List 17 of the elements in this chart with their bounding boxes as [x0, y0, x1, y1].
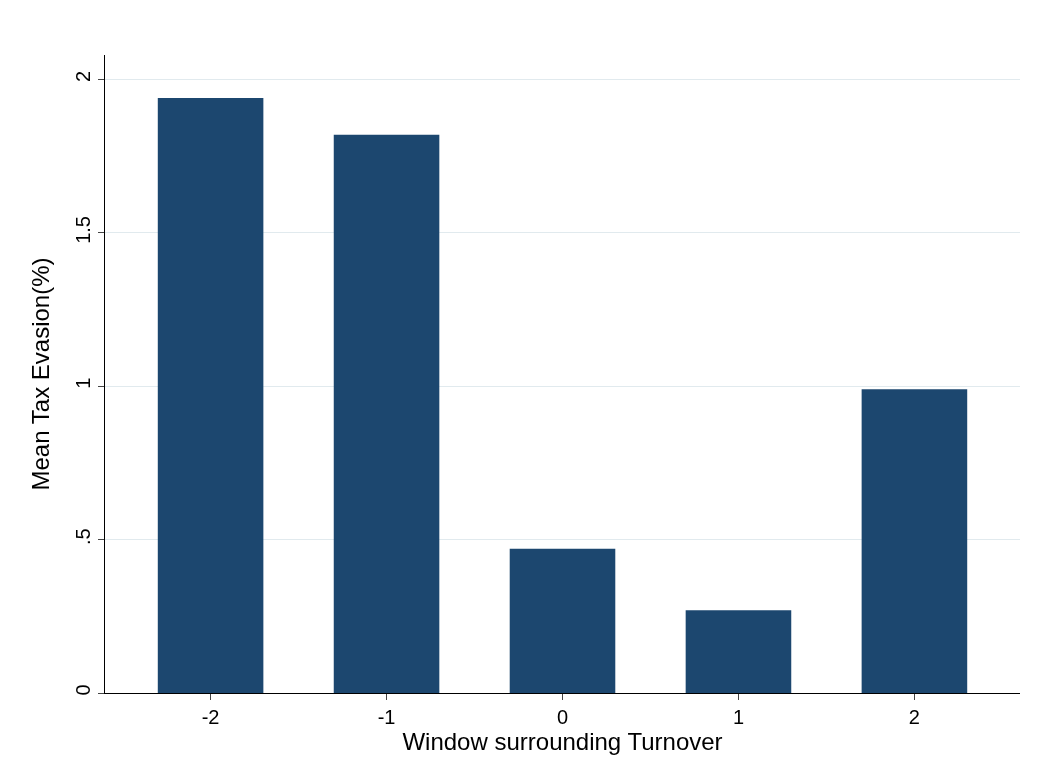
x-tick-label: 2: [908, 706, 920, 728]
y-axis-title: Mean Tax Evasion(%): [27, 257, 55, 491]
bar: [685, 610, 792, 693]
x-tick-label: 0: [556, 706, 569, 728]
y-tick-label: .5: [72, 528, 94, 545]
x-axis-title: Window surrounding Turnover: [402, 728, 723, 755]
y-tick-label: 2: [72, 70, 94, 83]
bar: [861, 389, 968, 693]
bar: [509, 548, 616, 693]
y-tick-label: 1: [72, 377, 94, 389]
y-tick-label: 1.5: [72, 215, 94, 244]
x-tick-label: 1: [732, 706, 745, 728]
bar: [333, 134, 440, 693]
x-tick-label: -2: [201, 706, 220, 728]
bar: [157, 97, 264, 693]
x-tick-label: -1: [377, 706, 396, 728]
y-tick-label: 0: [72, 684, 94, 696]
